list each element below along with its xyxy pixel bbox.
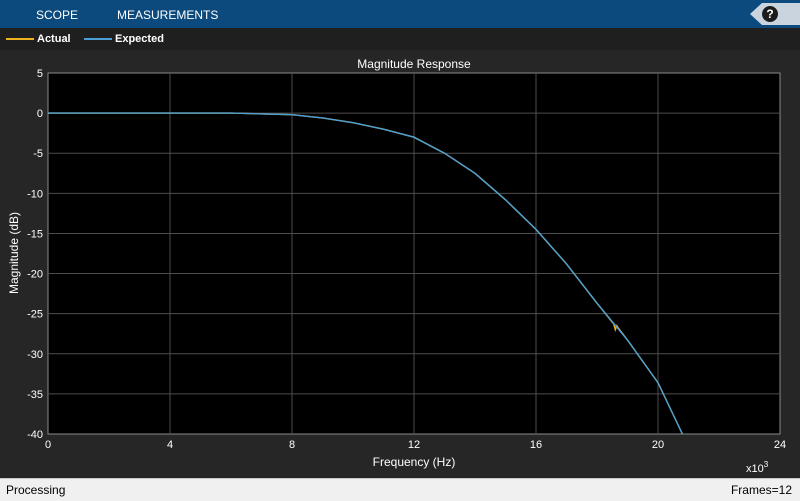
- x-tick-label: 12: [408, 439, 420, 451]
- x-tick-label: 8: [289, 439, 295, 451]
- legend-item-actual[interactable]: Actual: [6, 28, 76, 50]
- x-axis-label: Frequency (Hz): [373, 455, 456, 469]
- x-tick-label: 4: [167, 439, 173, 451]
- legend-swatch-actual: [6, 38, 34, 40]
- series-line-expected: [48, 112, 684, 435]
- tab-measurements[interactable]: MEASUREMENTS: [117, 8, 219, 22]
- y-tick-label: -5: [33, 148, 43, 160]
- y-tick-label: 0: [37, 108, 43, 120]
- y-tick-label: -40: [27, 429, 43, 441]
- status-bar: Processing Frames=12: [0, 478, 800, 501]
- y-tick-label: -30: [27, 349, 43, 361]
- status-text: Processing: [6, 483, 66, 497]
- chart-title: Magnitude Response: [357, 57, 471, 71]
- tick-layer: 0 4 8 12 16 20 24 5 0 -5 -10 -15 -20 -25 -30 -35 -40: [27, 68, 786, 451]
- tab-scope[interactable]: SCOPE: [36, 8, 79, 22]
- grid-layer: [48, 73, 780, 434]
- x-tick-label: 24: [774, 439, 786, 451]
- y-axis-label: Magnitude (dB): [7, 212, 21, 294]
- legend-bar: Actual Expected: [0, 28, 800, 50]
- y-tick-label: 5: [37, 68, 43, 80]
- legend-label-expected: Expected: [115, 33, 164, 45]
- magnitude-response-plot[interactable]: Magnitude Response 0 4 8 12 16 20 24 5 0 -5 -10 -15…: [0, 50, 800, 478]
- legend-swatch-expected: [84, 38, 112, 40]
- toolstrip: SCOPE MEASUREMENTS ?: [0, 0, 800, 28]
- help-area: ?: [746, 0, 800, 28]
- frame-count: Frames=12: [730, 483, 792, 497]
- y-tick-label: -35: [27, 389, 43, 401]
- x-axis-exponent-base: x10: [746, 463, 764, 475]
- y-tick-label: -25: [27, 309, 43, 321]
- y-tick-label: -20: [27, 269, 43, 281]
- x-tick-label: 0: [45, 439, 51, 451]
- series-layer: [48, 112, 684, 435]
- x-tick-label: 20: [652, 439, 664, 451]
- legend-label-actual: Actual: [37, 33, 71, 45]
- x-axis-exponent-power: 3: [764, 460, 769, 469]
- x-tick-label: 16: [530, 439, 542, 451]
- y-tick-label: -10: [27, 188, 43, 200]
- help-icon[interactable]: ?: [762, 6, 778, 22]
- legend-item-expected[interactable]: Expected: [84, 28, 174, 50]
- y-tick-label: -15: [27, 228, 43, 240]
- x-axis-exponent: x103: [746, 460, 769, 475]
